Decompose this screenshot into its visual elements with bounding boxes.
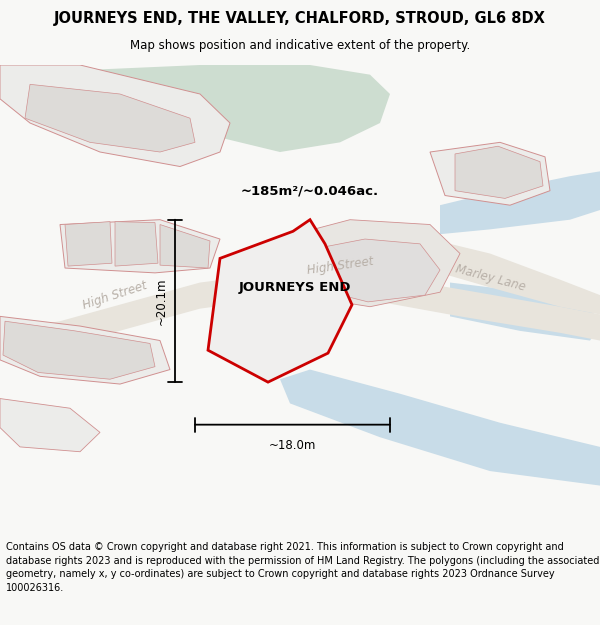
Polygon shape xyxy=(80,65,390,152)
Polygon shape xyxy=(0,316,170,384)
Text: JOURNEYS END: JOURNEYS END xyxy=(239,281,351,294)
Polygon shape xyxy=(450,282,600,341)
Polygon shape xyxy=(0,399,100,452)
Polygon shape xyxy=(300,239,440,302)
Text: Contains OS data © Crown copyright and database right 2021. This information is : Contains OS data © Crown copyright and d… xyxy=(6,542,599,593)
Text: ~18.0m: ~18.0m xyxy=(269,439,316,452)
Polygon shape xyxy=(60,220,220,273)
Polygon shape xyxy=(440,171,600,234)
Polygon shape xyxy=(208,220,352,382)
Text: High Street: High Street xyxy=(81,279,149,312)
Text: ~20.1m: ~20.1m xyxy=(155,277,167,324)
Polygon shape xyxy=(25,84,195,152)
Polygon shape xyxy=(160,224,210,268)
Text: Marley Lane: Marley Lane xyxy=(454,262,526,293)
Polygon shape xyxy=(65,222,112,266)
Text: Map shows position and indicative extent of the property.: Map shows position and indicative extent… xyxy=(130,39,470,52)
Polygon shape xyxy=(455,146,543,198)
Polygon shape xyxy=(285,220,460,307)
Text: High Street: High Street xyxy=(306,255,374,278)
Polygon shape xyxy=(430,142,550,205)
Text: ~185m²/~0.046ac.: ~185m²/~0.046ac. xyxy=(241,184,379,198)
Polygon shape xyxy=(380,234,600,314)
Text: JOURNEYS END, THE VALLEY, CHALFORD, STROUD, GL6 8DX: JOURNEYS END, THE VALLEY, CHALFORD, STRO… xyxy=(54,11,546,26)
Polygon shape xyxy=(0,270,600,357)
Polygon shape xyxy=(0,65,230,166)
Polygon shape xyxy=(115,222,158,266)
Polygon shape xyxy=(3,321,155,379)
Polygon shape xyxy=(280,369,600,486)
